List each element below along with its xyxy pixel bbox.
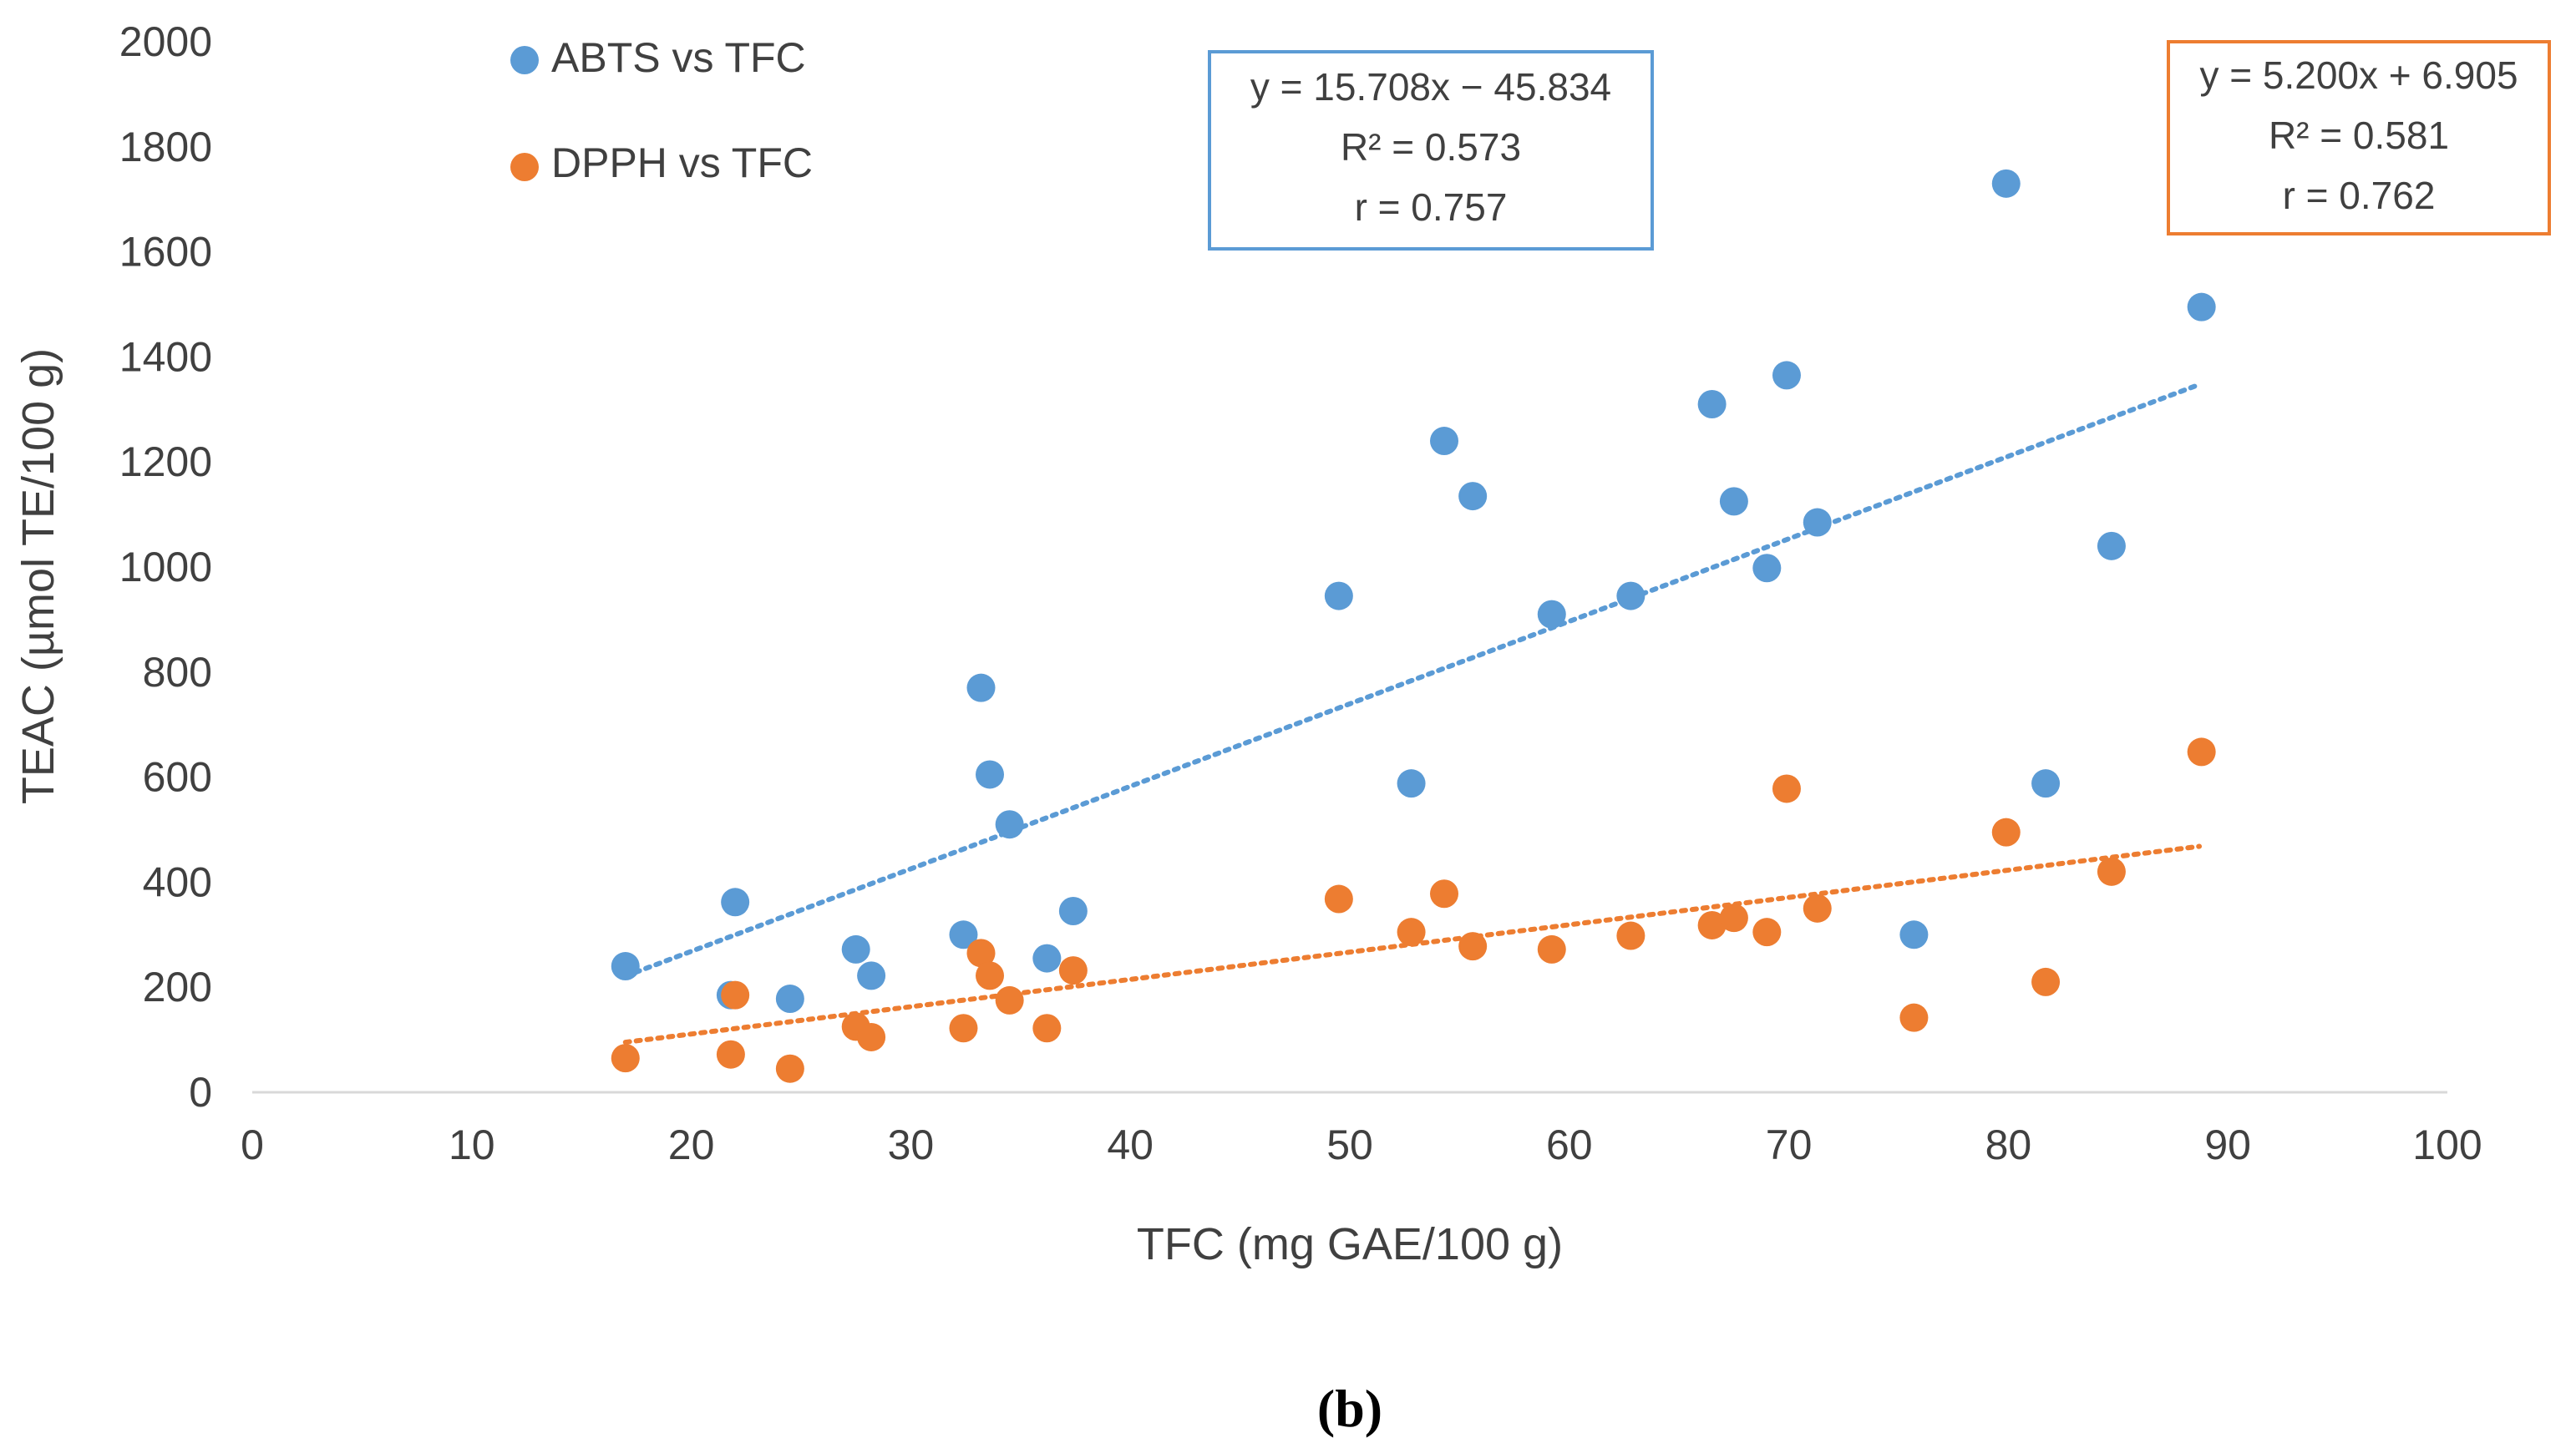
r-value-dpph: r = 0.762 xyxy=(2283,174,2436,217)
point-abts-16 xyxy=(1537,600,1566,629)
equation-box-dpph-border xyxy=(2167,40,2551,235)
y-tick-label-6: 1200 xyxy=(119,438,212,485)
x-tick-label-1: 10 xyxy=(449,1122,495,1168)
x-tick-label-4: 40 xyxy=(1107,1122,1154,1168)
x-tick-label-7: 70 xyxy=(1766,1122,1813,1168)
point-abts-26 xyxy=(2097,531,2126,560)
point-dpph-8 xyxy=(976,961,1005,990)
data-points xyxy=(611,169,2216,1083)
point-dpph-15 xyxy=(1458,932,1488,961)
point-abts-5 xyxy=(857,961,886,990)
point-dpph-1 xyxy=(716,1040,745,1069)
trendline-abts xyxy=(622,382,2203,979)
r-squared-abts: R² = 0.573 xyxy=(1341,125,1521,169)
x-tick-label-0: 0 xyxy=(241,1122,264,1168)
point-dpph-19 xyxy=(1719,904,1748,933)
point-dpph-16 xyxy=(1537,934,1566,964)
x-tick-label-9: 90 xyxy=(2204,1122,2251,1168)
equation-box-abts: y = 15.708x − 45.834 R² = 0.573 r = 0.75… xyxy=(1208,50,1654,251)
point-abts-8 xyxy=(976,760,1005,789)
legend: ABTS vs TFC DPPH vs TFC xyxy=(510,34,813,186)
point-abts-11 xyxy=(1058,896,1088,925)
point-dpph-14 xyxy=(1430,879,1459,909)
point-abts-7 xyxy=(966,673,996,702)
point-dpph-26 xyxy=(2097,857,2126,886)
point-dpph-2 xyxy=(721,980,750,1010)
equation-box-dpph: y = 5.200x + 6.905 R² = 0.581 r = 0.762 xyxy=(2167,40,2551,235)
r-value-abts: r = 0.757 xyxy=(1355,185,1508,229)
point-abts-13 xyxy=(1397,769,1426,798)
point-dpph-24 xyxy=(1991,818,2021,847)
point-abts-6 xyxy=(949,920,978,949)
point-abts-14 xyxy=(1430,427,1459,456)
point-dpph-11 xyxy=(1058,956,1088,985)
figure-caption: (b) xyxy=(1317,1379,1382,1438)
x-axis-label: TFC (mg GAE/100 g) xyxy=(1137,1219,1563,1269)
y-tick-label-0: 0 xyxy=(189,1069,212,1116)
x-tick-label-8: 80 xyxy=(1985,1122,2032,1168)
y-tick-label-5: 1000 xyxy=(119,544,212,590)
point-dpph-23 xyxy=(1899,1003,1929,1032)
x-tick-label-10: 100 xyxy=(2412,1122,2482,1168)
point-abts-4 xyxy=(841,934,870,964)
point-dpph-5 xyxy=(857,1022,886,1051)
point-abts-22 xyxy=(1803,508,1832,537)
y-tick-label-3: 600 xyxy=(143,754,212,801)
point-abts-25 xyxy=(2031,769,2061,798)
point-dpph-7 xyxy=(966,939,996,968)
equation-abts-line: y = 15.708x − 45.834 xyxy=(1250,65,1611,109)
point-dpph-0 xyxy=(611,1044,640,1073)
point-abts-0 xyxy=(611,952,640,981)
point-dpph-9 xyxy=(995,985,1024,1015)
y-tick-label-9: 1800 xyxy=(119,124,212,170)
x-tick-label-6: 60 xyxy=(1546,1122,1593,1168)
point-dpph-10 xyxy=(1032,1014,1062,1043)
point-abts-27 xyxy=(2187,292,2216,322)
y-tick-label-2: 400 xyxy=(143,858,212,905)
legend-label-dpph: DPPH vs TFC xyxy=(551,139,813,186)
y-tick-label-8: 1600 xyxy=(119,229,212,276)
point-dpph-12 xyxy=(1324,884,1353,914)
point-dpph-25 xyxy=(2031,967,2061,996)
y-axis-label: TEAC (µmol TE/100 g) xyxy=(13,348,63,804)
point-abts-9 xyxy=(995,810,1024,839)
x-tick-label-2: 20 xyxy=(668,1122,715,1168)
x-tick-label-5: 50 xyxy=(1326,1122,1373,1168)
point-dpph-6 xyxy=(949,1014,978,1043)
point-abts-20 xyxy=(1752,554,1782,583)
point-abts-17 xyxy=(1616,581,1645,610)
y-tick-label-1: 200 xyxy=(143,964,212,1010)
y-tick-label-7: 1400 xyxy=(119,333,212,380)
legend-marker-dpph xyxy=(510,153,539,181)
equation-box-abts-border xyxy=(1208,50,1654,251)
y-tick-labels: 0 200 400 600 800 1000 1200 1400 1600 1800 2000 xyxy=(119,18,212,1116)
r-squared-dpph: R² = 0.581 xyxy=(2269,114,2449,157)
y-tick-label-10: 2000 xyxy=(119,18,212,65)
point-dpph-18 xyxy=(1697,910,1727,939)
equation-dpph-line: y = 5.200x + 6.905 xyxy=(2199,53,2518,97)
x-tick-label-3: 30 xyxy=(888,1122,935,1168)
point-abts-15 xyxy=(1458,482,1488,511)
point-dpph-21 xyxy=(1772,774,1801,803)
legend-label-abts: ABTS vs TFC xyxy=(551,34,806,81)
point-dpph-22 xyxy=(1803,894,1832,923)
point-abts-18 xyxy=(1697,390,1727,419)
y-tick-label-4: 800 xyxy=(143,649,212,696)
point-dpph-3 xyxy=(775,1054,804,1083)
point-abts-2 xyxy=(721,888,750,917)
point-abts-21 xyxy=(1772,361,1801,390)
point-abts-19 xyxy=(1719,487,1748,516)
point-abts-24 xyxy=(1991,169,2021,198)
point-abts-12 xyxy=(1324,581,1353,610)
point-dpph-13 xyxy=(1397,918,1426,947)
point-abts-23 xyxy=(1899,920,1929,949)
point-dpph-27 xyxy=(2187,737,2216,767)
point-dpph-17 xyxy=(1616,921,1645,950)
point-abts-3 xyxy=(775,985,804,1014)
x-tick-labels: 0 10 20 30 40 50 60 70 80 90 100 xyxy=(241,1122,2482,1168)
legend-marker-abts xyxy=(510,46,539,74)
point-abts-10 xyxy=(1032,944,1062,973)
point-dpph-20 xyxy=(1752,918,1782,947)
